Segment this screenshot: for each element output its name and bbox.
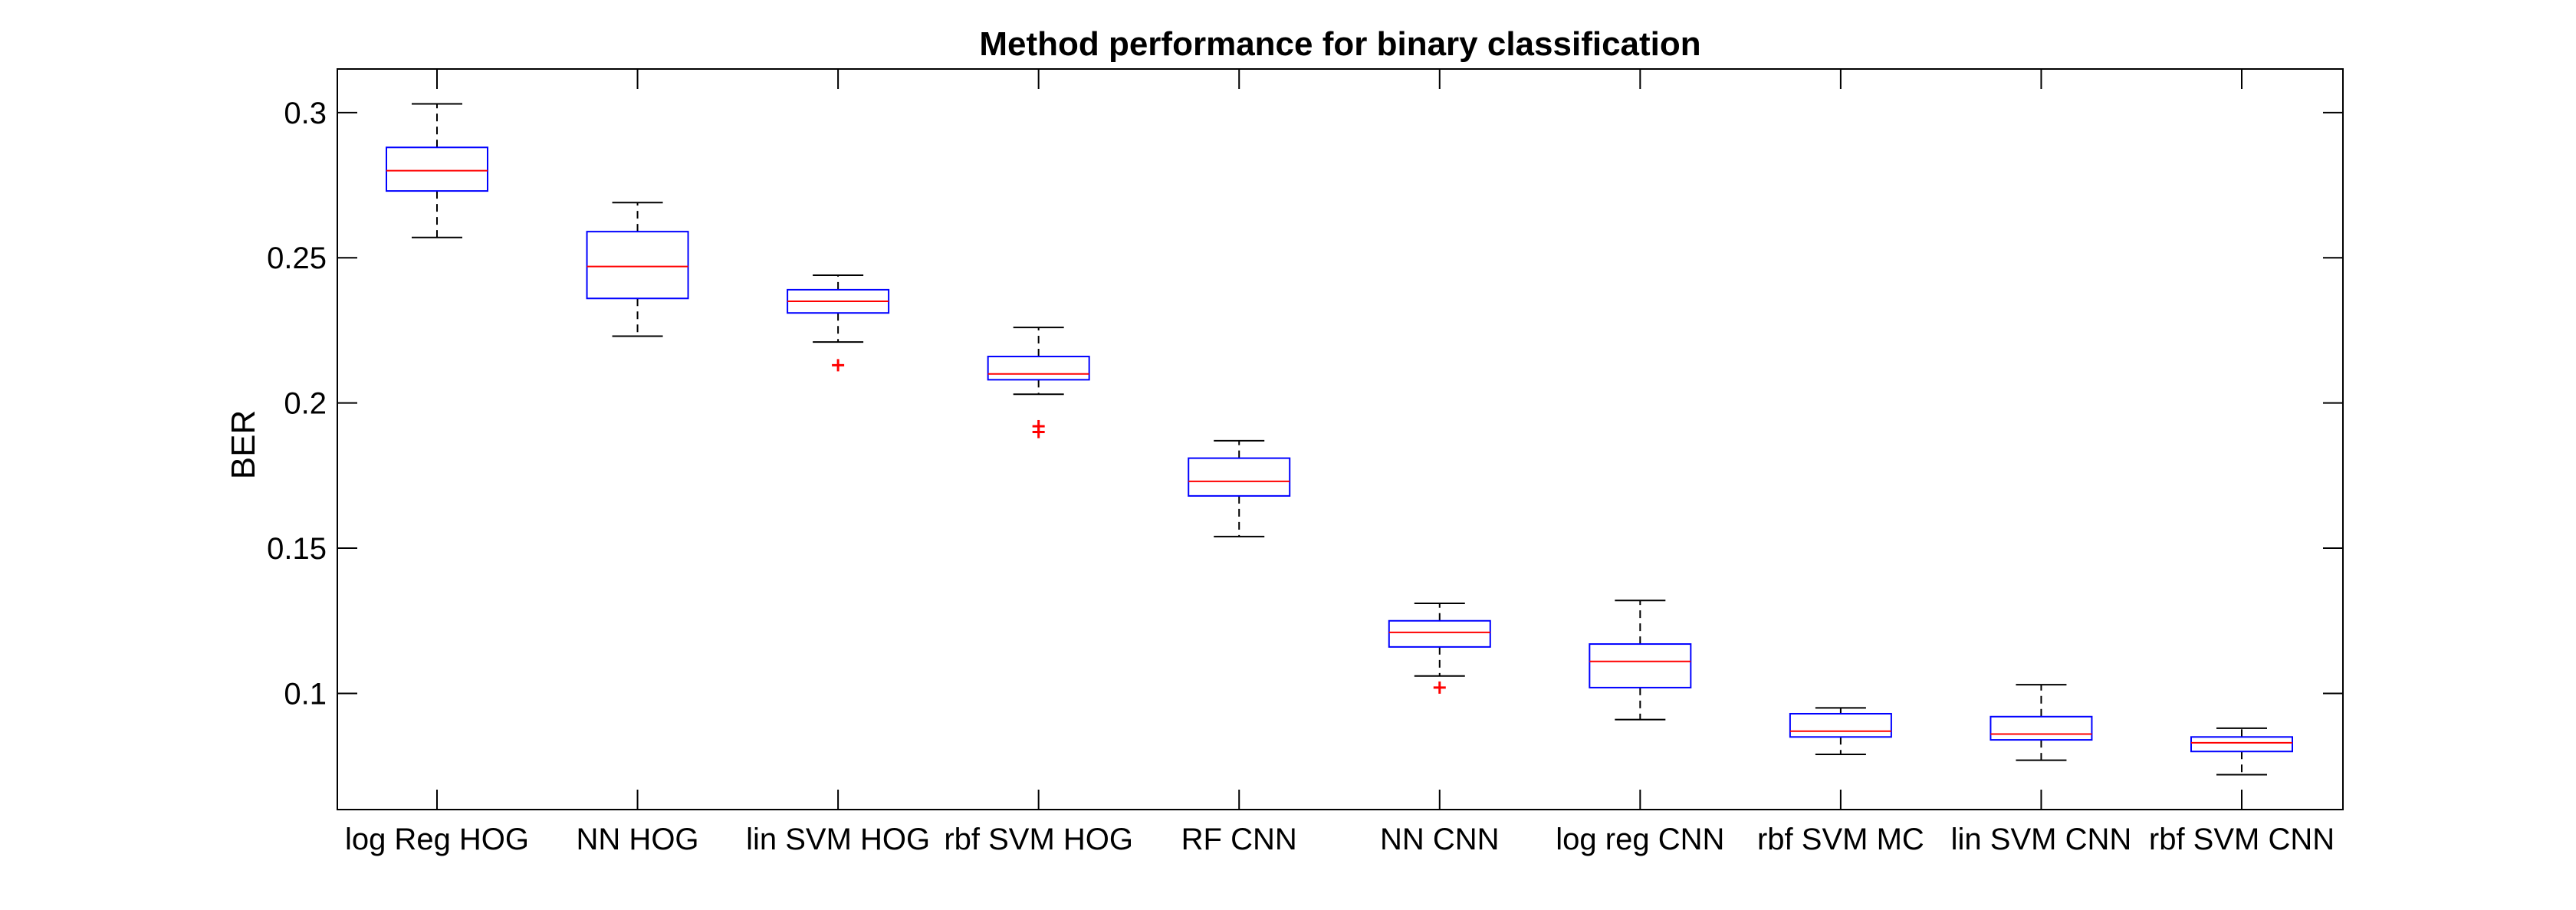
y-tick-label: 0.2	[284, 387, 327, 421]
boxes-layer	[386, 103, 2293, 776]
iqr-box	[586, 231, 689, 300]
plot-area-frame	[337, 68, 2344, 810]
x-tick-label: NN HOG	[577, 823, 699, 856]
outlier-marker	[1032, 425, 1045, 439]
iqr-box	[2190, 736, 2293, 753]
box-group	[386, 103, 488, 238]
box-group	[987, 327, 1090, 439]
y-tick-label: 0.1	[284, 677, 327, 711]
iqr-box	[1589, 643, 1692, 688]
x-tick-label: RF CNN	[1181, 823, 1297, 856]
x-tick-label: NN CNN	[1380, 823, 1500, 856]
x-tick-label: log reg CNN	[1556, 823, 1724, 856]
x-tick-label: lin SVM CNN	[1951, 823, 2132, 856]
x-tick-label: lin SVM HOG	[746, 823, 930, 856]
outlier-marker	[832, 359, 845, 372]
y-tick-label: 0.25	[267, 241, 327, 275]
x-tick-label: rbf SVM HOG	[944, 823, 1133, 856]
iqr-box	[1188, 457, 1291, 497]
box-group	[1789, 707, 1892, 756]
iqr-box	[1388, 619, 1491, 648]
iqr-box	[1990, 715, 2093, 741]
ticks-layer: 0.1 0.15 0.2 0.25 0.3 log Reg HOG NN HOG lin SV…	[267, 69, 2343, 856]
y-axis-label: BER	[225, 410, 262, 479]
chart-title: Method performance for binary classifica…	[979, 25, 1700, 63]
box-group	[2190, 727, 2293, 776]
box-group	[586, 202, 689, 337]
y-tick-label: 0.3	[284, 97, 327, 130]
iqr-box	[987, 356, 1090, 381]
box-group	[1388, 603, 1491, 694]
box-group	[1188, 439, 1291, 537]
y-tick-label: 0.15	[267, 532, 327, 566]
outlier-marker	[1433, 681, 1446, 694]
x-tick-label: rbf SVM MC	[1757, 823, 1924, 856]
box-group	[787, 274, 890, 372]
x-tick-label: log Reg HOG	[345, 823, 529, 856]
box-group	[1990, 684, 2093, 761]
x-tick-label: rbf SVM CNN	[2149, 823, 2334, 856]
iqr-box	[386, 146, 488, 192]
box-group	[1589, 600, 1692, 721]
iqr-box	[1789, 712, 1892, 738]
